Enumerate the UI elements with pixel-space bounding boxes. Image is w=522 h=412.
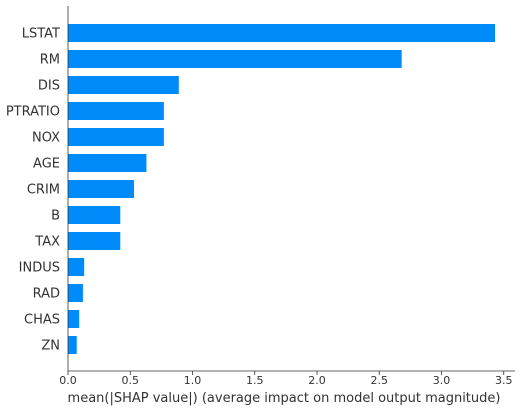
x-tick-label: 3.5 xyxy=(495,374,513,387)
category-label-zn: ZN xyxy=(41,339,60,354)
category-label-dis: DIS xyxy=(38,79,60,94)
x-tick-label: 2.0 xyxy=(308,374,326,387)
bar-age xyxy=(68,154,147,172)
bar-dis xyxy=(68,76,179,94)
x-tick-label: 3.0 xyxy=(433,374,451,387)
bar-chas xyxy=(68,310,80,328)
category-label-nox: NOX xyxy=(32,131,60,146)
bar-b xyxy=(68,206,121,224)
x-tick-label: 1.0 xyxy=(184,374,202,387)
x-tick-label: 0.5 xyxy=(122,374,140,387)
x-tick-label: 0.0 xyxy=(59,374,77,387)
category-label-lstat: LSTAT xyxy=(22,27,60,42)
category-labels-group: LSTAT RM DIS PTRATIO NOX AGE CRIM B TAX INDUS RAD C… xyxy=(6,27,60,354)
x-ticks-group: 0.0 0.5 1.0 1.5 2.0 2.5 3.0 3.5 xyxy=(59,371,513,387)
bar-ptratio xyxy=(68,102,164,120)
category-label-rad: RAD xyxy=(33,287,60,302)
bar-rm xyxy=(68,50,402,68)
x-axis-title: mean(|SHAP value|) (average impact on mo… xyxy=(68,391,501,406)
category-label-b: B xyxy=(51,209,60,224)
bars-group xyxy=(68,24,496,354)
category-label-ptratio: PTRATIO xyxy=(6,105,60,120)
bar-tax xyxy=(68,232,121,250)
bar-indus xyxy=(68,258,85,276)
category-label-crim: CRIM xyxy=(27,183,60,198)
bar-rad xyxy=(68,284,83,302)
x-tick-label: 2.5 xyxy=(371,374,389,387)
category-label-indus: INDUS xyxy=(19,261,60,276)
category-label-rm: RM xyxy=(40,53,60,68)
bar-lstat xyxy=(68,24,496,42)
bar-zn xyxy=(68,336,77,354)
category-label-tax: TAX xyxy=(34,235,60,250)
category-label-age: AGE xyxy=(33,157,60,172)
bar-nox xyxy=(68,128,164,146)
bar-crim xyxy=(68,180,134,198)
category-label-chas: CHAS xyxy=(24,313,60,328)
x-tick-label: 1.5 xyxy=(246,374,264,387)
